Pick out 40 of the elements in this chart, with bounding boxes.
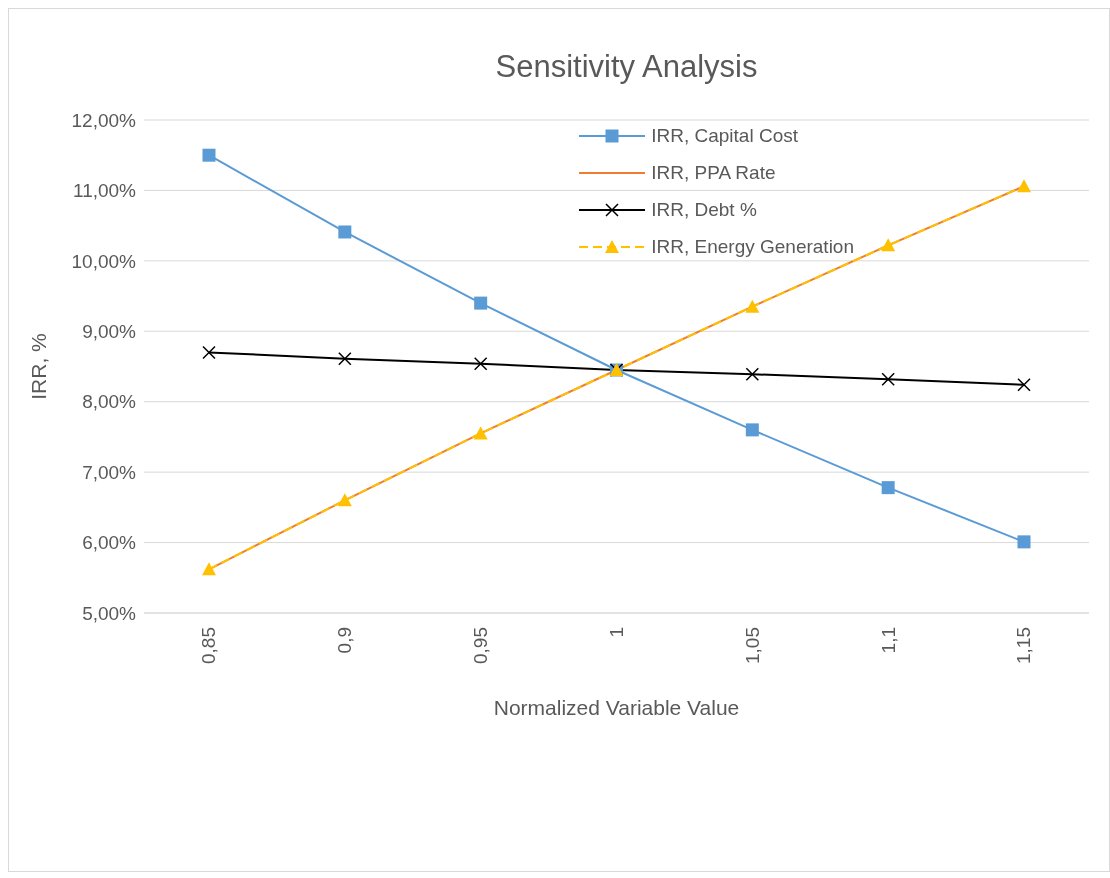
- y-tick-label: 11,00%: [72, 180, 137, 202]
- point: [1017, 535, 1031, 549]
- point: [202, 148, 216, 162]
- x-tick-label: 1,05: [741, 627, 763, 664]
- y-tick-label: 8,00%: [82, 391, 137, 413]
- point: [1017, 179, 1031, 193]
- y-tick-label: 7,00%: [82, 461, 137, 483]
- point: [202, 562, 216, 576]
- point: [337, 493, 352, 507]
- point: [881, 238, 896, 252]
- x-tick-label: 1,15: [1013, 627, 1035, 664]
- point: [881, 372, 895, 386]
- x-tick-label: 0,85: [198, 627, 220, 664]
- x-axis-title: Normalized Variable Value: [493, 696, 740, 719]
- y-tick-label: 6,00%: [82, 532, 137, 554]
- y-tick-label: 9,00%: [82, 321, 137, 343]
- legend-label: IRR, Energy Generation: [651, 235, 854, 258]
- y-axis-title: IRR, %: [27, 333, 51, 400]
- point: [745, 367, 760, 381]
- x-tick-label: 1: [605, 627, 627, 638]
- chart-title: Sensitivity Analysis: [494, 49, 759, 85]
- legend-label: IRR, Debt %: [651, 198, 757, 221]
- point: [473, 426, 488, 440]
- point: [338, 225, 352, 239]
- y-tick-label: 10,00%: [71, 250, 137, 272]
- x-tick-label: 0,9: [334, 627, 356, 654]
- legend-label: IRR, Capital Cost: [651, 124, 799, 147]
- point: [473, 356, 488, 371]
- y-tick-label: 5,00%: [82, 602, 137, 624]
- point: [745, 423, 759, 437]
- point: [202, 345, 216, 360]
- y-tick-label: 12,00%: [71, 109, 137, 131]
- point: [338, 352, 352, 366]
- point: [474, 296, 488, 310]
- x-tick-label: 0,95: [470, 627, 492, 664]
- point: [881, 481, 895, 495]
- point: [745, 299, 760, 313]
- x-tick-label: 1,1: [877, 627, 899, 654]
- point: [1017, 378, 1031, 392]
- legend-label: IRR, PPA Rate: [651, 161, 776, 184]
